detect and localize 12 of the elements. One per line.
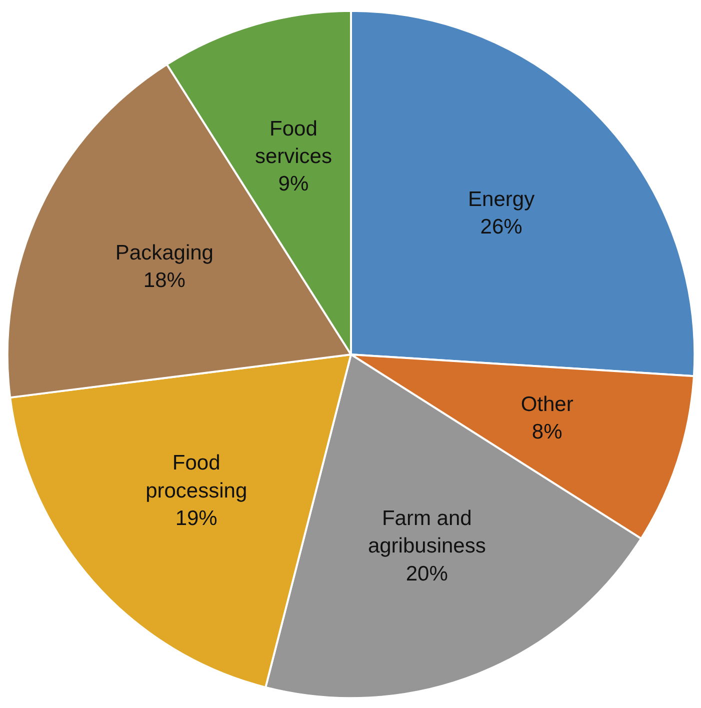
data-label: 18% (143, 269, 186, 292)
data-label: 26% (480, 216, 522, 239)
slice-label: Other (520, 392, 574, 416)
slice-label: Food processing (146, 452, 248, 502)
slice-label: Energy (468, 188, 536, 212)
slice-label: Packaging (115, 241, 214, 264)
slice-label: Farm and agribusiness (368, 507, 486, 558)
data-label: 9% (278, 172, 309, 196)
data-label: 19% (175, 506, 218, 530)
slice-label: Food services (254, 117, 332, 168)
data-label: 8% (532, 420, 562, 444)
data-label: 20% (406, 562, 448, 586)
